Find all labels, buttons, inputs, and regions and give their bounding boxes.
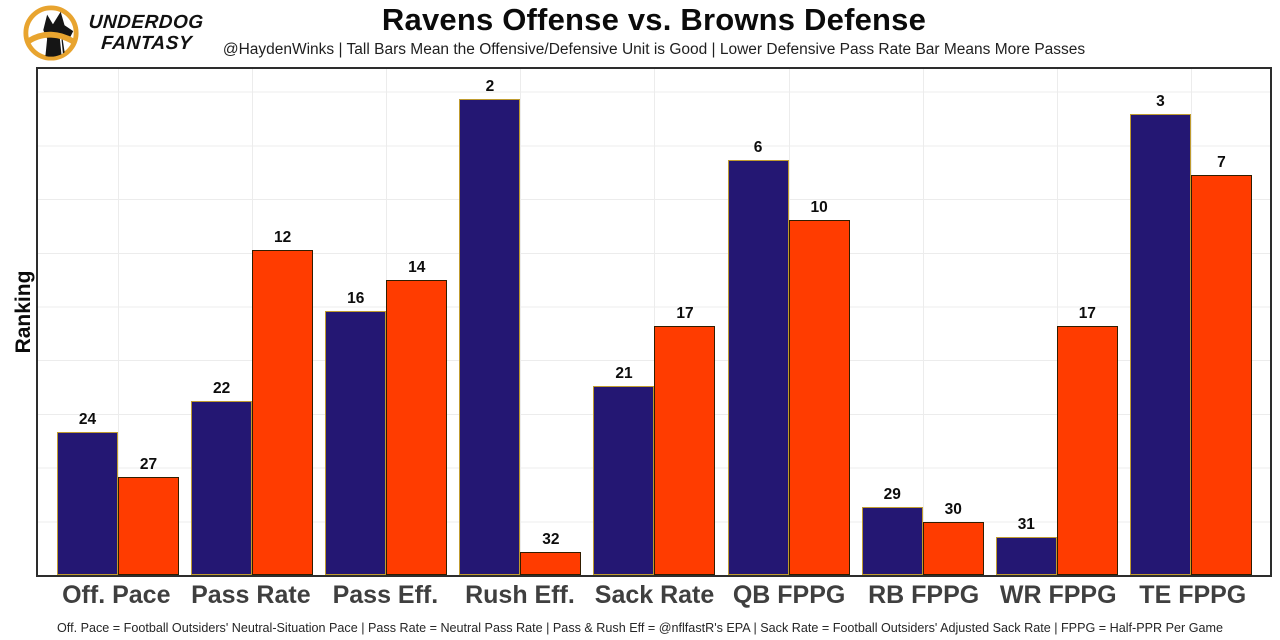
bar-ravens-offense-pass-rate <box>191 401 253 575</box>
category-group-qb-fppg: 6 10 <box>722 69 856 575</box>
bar-value-label: 14 <box>408 259 426 277</box>
bar-column: 17 <box>1056 69 1118 575</box>
bar-value-label: 31 <box>1017 516 1035 534</box>
x-axis-label-pass-rate: Pass Rate <box>191 581 311 609</box>
category-group-rush-eff: 2 32 <box>453 69 587 575</box>
bar-column: 24 <box>57 69 119 575</box>
bar-column: 16 <box>325 69 387 575</box>
bar-column: 21 <box>593 69 655 575</box>
bar-column: 14 <box>386 69 448 575</box>
bar-value-label: 10 <box>810 199 828 217</box>
bar-browns-defense-pass-eff <box>386 280 448 575</box>
bar-ravens-offense-rush-eff <box>459 99 521 575</box>
bar-value-label: 27 <box>139 455 158 473</box>
bar-column: 10 <box>788 69 850 575</box>
y-axis-label: Ranking <box>12 270 35 354</box>
x-axis-label-qb-fppg: QB FPPG <box>732 581 846 609</box>
bar-value-label: 6 <box>753 138 763 156</box>
bar-ravens-offense-pass-eff <box>325 310 387 575</box>
bar-pair: 21 17 <box>593 69 716 575</box>
bar-browns-defense-te-fppg <box>1190 174 1252 575</box>
vertical-gridline <box>520 69 522 575</box>
bar-ravens-offense-te-fppg <box>1129 114 1191 575</box>
chart-header: Ravens Offense vs. Browns Defense @Hayde… <box>36 2 1272 59</box>
vertical-gridline <box>922 69 924 575</box>
bar-value-label: 3 <box>1156 93 1165 111</box>
bar-column: 12 <box>252 69 314 575</box>
footnote: Off. Pace = Football Outsiders' Neutral-… <box>57 621 1223 635</box>
bar-ravens-offense-off-pace <box>57 431 119 575</box>
bar-ravens-offense-qb-fppg <box>727 159 789 575</box>
underdog-dog-icon <box>22 4 80 62</box>
bar-pair: 22 12 <box>191 69 314 575</box>
bar-value-label: 12 <box>274 229 292 247</box>
bar-pair: 6 10 <box>727 69 850 575</box>
bar-column: 6 <box>727 69 789 575</box>
bar-value-label: 22 <box>213 380 231 398</box>
category-group-wr-fppg: 31 17 <box>990 69 1124 575</box>
bar-ravens-offense-sack-rate <box>593 386 655 575</box>
bar-column: 7 <box>1190 69 1252 575</box>
bar-pair: 2 32 <box>459 69 582 575</box>
bar-value-label: 7 <box>1217 153 1226 171</box>
bar-value-label: 29 <box>883 486 901 504</box>
bar-pair: 29 30 <box>861 69 984 575</box>
bar-column: 32 <box>520 69 582 575</box>
bar-column: 27 <box>118 69 180 575</box>
x-axis-label-te-fppg: TE FPPG <box>1139 581 1247 609</box>
bar-value-label: 30 <box>944 501 962 519</box>
bar-pair: 24 27 <box>57 69 180 575</box>
bar-column: 22 <box>191 69 253 575</box>
x-axis-labels: Off. Pace Pass Rate Pass Eff. Rush Eff. Sack… <box>36 581 1272 610</box>
bar-value-label: 24 <box>78 410 97 428</box>
bar-value-label: 2 <box>485 78 495 96</box>
bar-pair: 31 17 <box>995 69 1118 575</box>
bar-column: 31 <box>995 69 1057 575</box>
bar-browns-defense-wr-fppg <box>1056 325 1118 575</box>
bar-browns-defense-pass-rate <box>252 250 314 575</box>
vertical-gridline <box>1056 69 1058 575</box>
category-group-pass-rate: 22 12 <box>185 69 319 575</box>
bar-pair: 16 14 <box>325 69 448 575</box>
x-axis-label-rb-fppg: RB FPPG <box>868 581 980 609</box>
x-axis-label-pass-eff: Pass Eff. <box>332 581 439 609</box>
plot-area: 24 27 22 12 16 14 2 32 21 17 6 10 29 30 31 17 3 7 <box>36 67 1272 577</box>
x-axis-label-sack-rate: Sack Rate <box>594 581 715 609</box>
x-axis-label-wr-fppg: WR FPPG <box>999 581 1117 609</box>
bar-browns-defense-rb-fppg <box>922 522 984 575</box>
chart-subtitle: @HaydenWinks | Tall Bars Mean the Offens… <box>222 41 1086 58</box>
bar-column: 2 <box>459 69 521 575</box>
bar-ravens-offense-wr-fppg <box>995 537 1057 575</box>
category-group-rb-fppg: 29 30 <box>856 69 990 575</box>
bar-browns-defense-rush-eff <box>520 552 582 575</box>
bar-value-label: 32 <box>542 531 560 549</box>
x-axis-label-off-pace: Off. Pace <box>62 581 171 609</box>
bar-value-label: 16 <box>347 289 365 307</box>
chart-title: Ravens Offense vs. Browns Defense <box>381 2 927 37</box>
vertical-gridline <box>654 69 656 575</box>
x-axis-label-rush-eff: Rush Eff. <box>465 581 575 609</box>
underdog-fantasy-logo: UNDERDOG FANTASY <box>22 4 204 62</box>
bar-column: 17 <box>654 69 716 575</box>
bar-browns-defense-off-pace <box>118 476 180 575</box>
category-group-pass-eff: 16 14 <box>319 69 453 575</box>
category-group-off-pace: 24 27 <box>51 69 185 575</box>
bar-value-label: 17 <box>1078 304 1096 322</box>
bar-browns-defense-sack-rate <box>654 325 716 575</box>
bar-value-label: 17 <box>676 304 694 322</box>
bar-column: 3 <box>1129 69 1191 575</box>
bar-browns-defense-qb-fppg <box>788 220 850 575</box>
category-group-sack-rate: 21 17 <box>587 69 721 575</box>
bar-column: 29 <box>861 69 923 575</box>
bar-value-label: 21 <box>615 365 633 383</box>
bar-ravens-offense-rb-fppg <box>861 507 923 575</box>
bar-column: 30 <box>922 69 984 575</box>
vertical-gridline <box>118 69 120 575</box>
